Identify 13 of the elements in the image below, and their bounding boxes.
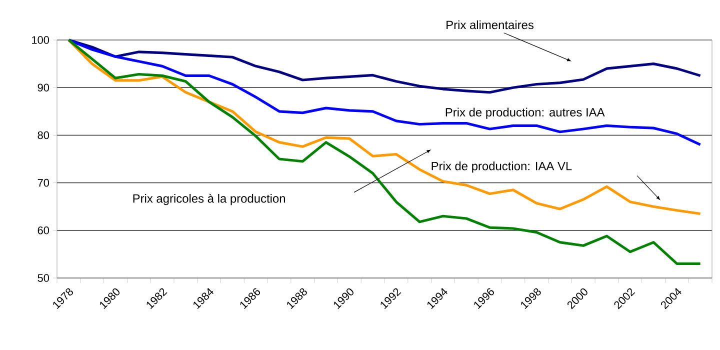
annotation: Prix de production: IAA VL (432, 162, 572, 173)
text: Prix alimentaires (446, 20, 534, 30)
y-tick-label: 60 (38, 226, 50, 234)
annotation: Prix de production: autres IAA (446, 108, 605, 119)
line-series (67, 38, 702, 216)
annotation: Prix agricoles à la production (133, 194, 286, 206)
line-series (67, 38, 702, 146)
y-tick-label: 70 (38, 178, 50, 187)
line-series (67, 38, 702, 266)
y-tick-label: 100 (32, 36, 50, 44)
y-tick-label: 80 (38, 131, 50, 140)
y-tick-label: 50 (38, 274, 50, 282)
y-tick-label: 90 (38, 84, 50, 92)
